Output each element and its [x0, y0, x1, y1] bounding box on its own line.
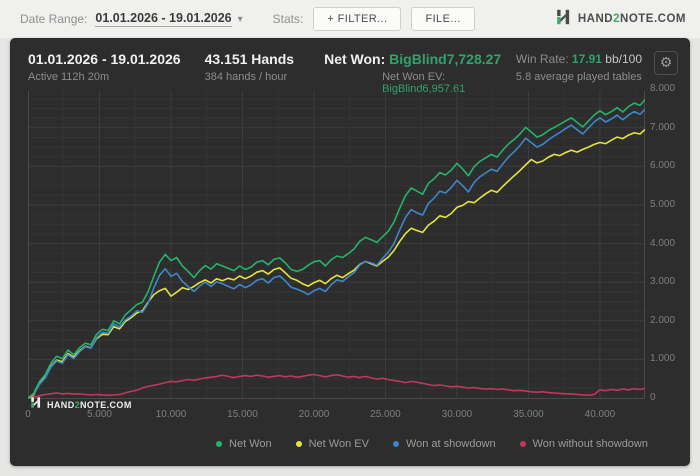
y-axis-tick: 0	[650, 392, 656, 403]
legend-dot	[519, 441, 526, 447]
active-time: Active 112h 20m	[28, 71, 110, 83]
stat-net-won: Net Won: BigBlind7,728.27 Net Won EV: Bi…	[324, 51, 516, 95]
gear-icon: ⚙	[659, 55, 673, 71]
legend-item-net-won[interactable]: Net Won	[216, 438, 272, 450]
legend-item-won-without-showdown[interactable]: Won without showdown	[519, 438, 648, 450]
net-won-line: Net Won: BigBlind7,728.27	[324, 51, 502, 67]
series-line-net-won-ev	[28, 128, 645, 399]
hand2note-watermark-icon	[29, 396, 42, 414]
avg-tables: 5.8 average played tables	[515, 71, 642, 83]
x-axis-tick: 10.000	[155, 409, 187, 420]
legend-label: Won at showdown	[405, 438, 496, 450]
y-axis-tick: 5.000	[650, 199, 676, 210]
x-axis-tick: 0	[25, 409, 31, 420]
top-toolbar: Date Range: 01.01.2026 - 19.01.2026 ▾ St…	[0, 0, 700, 38]
brand-logo: HAND2NOTE.COM	[554, 8, 686, 31]
stat-hands: 43.151 Hands 384 hands / hour	[205, 51, 295, 83]
x-axis-tick: 5.000	[86, 409, 112, 420]
hands-per-hour: 384 hands / hour	[204, 71, 288, 83]
winnings-graph-panel: 01.01.2026 - 19.01.2026 Active 112h 20m …	[10, 38, 690, 466]
date-range-label: Date Range:	[20, 12, 88, 26]
legend-dot	[216, 441, 223, 447]
legend-label: Won without showdown	[532, 438, 648, 450]
chevron-down-icon[interactable]: ▾	[237, 13, 243, 25]
y-axis-tick: 3.000	[650, 276, 676, 288]
settings-button[interactable]: ⚙	[654, 51, 678, 75]
legend-label: Net Won EV	[308, 438, 369, 450]
x-axis-tick: 15.000	[227, 409, 258, 420]
legend-item-net-won-ev[interactable]: Net Won EV	[295, 438, 369, 450]
hands-count: 43.151 Hands	[204, 51, 295, 67]
legend-dot	[392, 441, 399, 447]
series-line-won-without-showdown	[28, 373, 645, 399]
date-range-picker[interactable]: 01.01.2026 - 19.01.2026	[95, 11, 232, 27]
y-axis-tick: 1.000	[650, 353, 676, 365]
filter-button[interactable]: + FILTER...	[313, 7, 402, 31]
winnings-chart: HAND2NOTE.COM Net Won Net Won EV Won at sh…	[10, 38, 690, 466]
stat-win-rate: Win Rate: 17.91 bb/100 5.8 average playe…	[516, 51, 642, 83]
graph-stats-header: 01.01.2026 - 19.01.2026 Active 112h 20m …	[28, 51, 678, 95]
y-axis-tick: 6.000	[650, 160, 676, 172]
x-axis-tick: 30.000	[441, 409, 473, 420]
x-axis-tick: 35.000	[513, 409, 544, 420]
series-line-won-at-showdown	[28, 108, 645, 399]
legend-label: Net Won	[229, 438, 272, 450]
stat-date-range: 01.01.2026 - 19.01.2026 Active 112h 20m	[28, 51, 181, 83]
legend-item-won-at-showdown[interactable]: Won at showdown	[392, 438, 496, 450]
date-range-value: 01.01.2026 - 19.01.2026	[28, 51, 181, 67]
net-won-ev-value: BigBlind6,957.61	[382, 83, 466, 95]
chart-watermark: HAND2NOTE.COM	[29, 396, 132, 414]
series-line-net-won	[28, 99, 645, 399]
x-axis-tick: 25.000	[370, 409, 401, 420]
file-button[interactable]: FILE...	[411, 7, 475, 31]
legend-dot	[295, 441, 302, 447]
net-won-ev-line: Net Won EV: BigBlind6,957.61	[382, 71, 466, 95]
y-axis-tick: 4.000	[650, 237, 676, 249]
y-axis-tick: 2.000	[650, 314, 676, 326]
x-axis-tick: 40.000	[584, 409, 616, 420]
y-axis-tick: 8.000	[650, 83, 676, 95]
chart-legend: Net Won Net Won EV Won at showdown Won with…	[192, 438, 648, 450]
stats-label: Stats:	[272, 12, 304, 26]
watermark-text: HAND2NOTE.COM	[47, 400, 132, 410]
x-axis-tick: 20.000	[298, 409, 330, 420]
hand2note-logo-icon	[554, 8, 572, 31]
win-rate-value: 17.91	[571, 52, 602, 66]
net-won-value: BigBlind7,728.27	[389, 51, 502, 67]
win-rate-line: Win Rate: 17.91 bb/100	[515, 52, 642, 66]
chart-plot-svg	[28, 91, 645, 399]
y-axis-tick: 7.000	[650, 121, 676, 133]
brand-text: HAND2NOTE.COM	[577, 13, 686, 25]
